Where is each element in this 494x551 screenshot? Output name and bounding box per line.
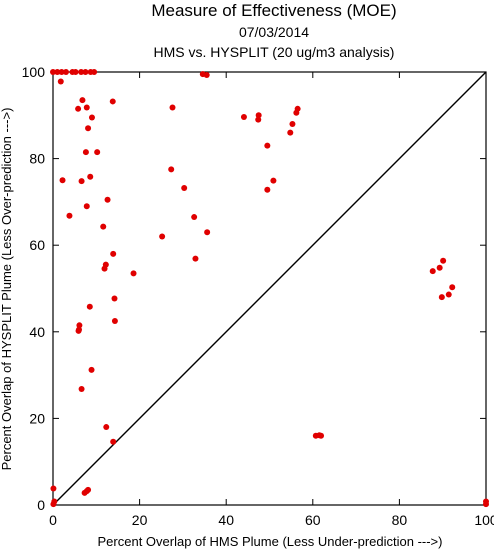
data-point [204,229,211,236]
data-point [111,295,118,302]
y-tick-label: 60 [29,237,45,253]
data-point [82,149,89,156]
y-tick-label: 80 [29,151,45,167]
data-point [72,69,79,75]
data-point [103,424,110,431]
data-point [88,366,95,373]
data-point [54,69,61,75]
data-point [168,166,175,173]
data-point [130,270,137,277]
data-point [255,116,262,123]
data-point [76,322,83,329]
data-point [445,291,452,298]
x-axis: 0 20 40 60 80 100 [49,72,494,528]
data-point [203,72,210,79]
data-point [287,129,294,136]
data-point [110,438,117,445]
data-point [264,142,271,149]
data-point [110,250,117,257]
data-point [429,268,436,275]
data-point [109,98,116,105]
chart-subtitle: HMS vs. HYSPLIT (20 ug/m3 analysis) [154,44,395,60]
data-point [50,485,57,492]
data-point [101,265,108,272]
data-point [169,104,176,111]
x-tick-label: 80 [392,512,408,528]
y-tick-label: 20 [29,410,45,426]
reference-line-layer [52,71,487,506]
data-point [94,149,101,156]
data-point [75,327,82,334]
data-point [159,233,166,240]
data-point [111,317,118,324]
data-point [438,294,445,301]
data-point [436,264,443,271]
data-point [50,69,56,75]
data-point [318,432,325,439]
data-point [78,69,85,75]
data-point [82,69,89,75]
data-point [264,186,271,193]
data-point [50,501,57,508]
data-point [88,114,95,121]
y-axis-label: Percent Overlap of HYSPLIT Plume (Less O… [0,108,14,471]
data-point [86,303,93,310]
x-tick-label: 100 [474,512,494,528]
data-point [100,223,107,230]
data-point [181,185,188,192]
data-point [58,69,65,75]
data-point [294,105,301,112]
data-point [85,125,92,132]
chart-date: 07/03/2014 [239,24,309,40]
y-tick-label: 0 [37,497,45,513]
data-point [66,212,73,219]
y-tick-label: 100 [22,64,46,80]
data-point [79,97,86,104]
data-point [87,173,94,180]
chart-title: Measure of Effectiveness (MOE) [151,1,396,20]
plot-frame [52,71,487,506]
data-point [440,257,447,264]
data-point [449,284,456,291]
x-tick-label: 20 [132,512,148,528]
data-point [240,114,247,121]
data-point [57,78,64,85]
data-point [78,385,85,392]
data-point [255,112,262,119]
x-axis-label: Percent Overlap of HMS Plume (Less Under… [98,534,443,549]
data-point [87,69,94,75]
diagonal-reference-line [52,71,487,506]
x-tick-label: 0 [49,512,57,528]
data-point [289,120,296,127]
y-tick-label: 40 [29,324,45,340]
x-tick-label: 40 [218,512,234,528]
data-point [192,255,199,262]
data-point [85,486,92,493]
y-axis: 0 20 40 60 80 100 [22,64,486,513]
x-tick-label: 60 [305,512,321,528]
data-points [50,69,489,508]
data-point [59,177,66,184]
data-point [191,214,198,221]
data-point [270,177,277,184]
data-point [83,104,90,111]
data-point [83,203,90,210]
data-point [483,501,489,508]
data-point [75,105,82,112]
data-point [104,196,111,203]
data-point [78,178,85,185]
data-point [62,69,69,75]
